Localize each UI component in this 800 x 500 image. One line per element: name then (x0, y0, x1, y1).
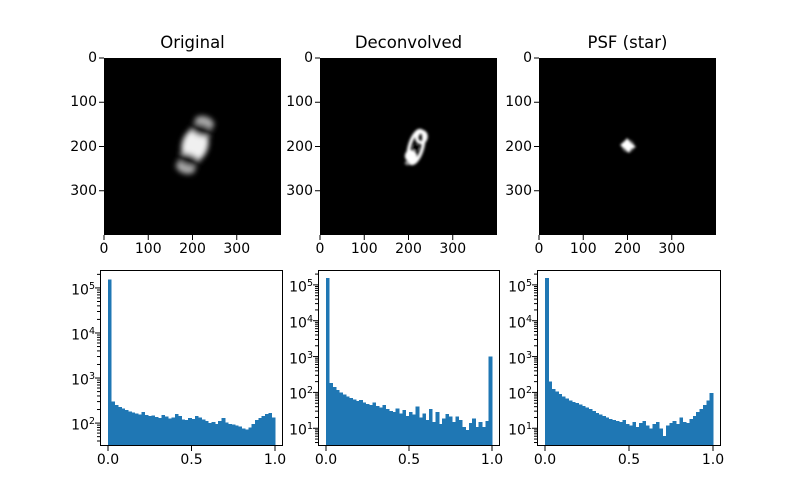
tick-label: 0 (304, 50, 313, 66)
tick-label: 0.0 (96, 452, 120, 468)
tick-label: 0.0 (314, 452, 338, 468)
tick-label: 0.5 (180, 452, 203, 468)
tick-label: 102 (508, 385, 532, 404)
tick-label: 104 (71, 325, 95, 344)
original-image-canvas (99, 57, 281, 240)
tick-label: 200 (614, 241, 641, 257)
panel-psf-image: PSF (star) 0 100 200 300 0 100 200 300 (505, 33, 716, 257)
panel-title-psf: PSF (star) (587, 33, 668, 52)
tick-label: 1.0 (480, 452, 504, 468)
histogram-bars (108, 279, 276, 446)
panel-title-deconvolved: Deconvolved (354, 33, 463, 52)
axes-frame (537, 270, 721, 446)
tick-label: 1.0 (701, 452, 725, 468)
axes-frame (539, 58, 716, 235)
panel-histogram-deconvolved: 101 102 103 104 105 0.0 0.5 1.0 (289, 270, 503, 468)
panel-original-image: Original 0 100 200 300 0 100 200 300 (70, 33, 281, 257)
tick-label: 0.5 (617, 452, 641, 468)
tick-label: 200 (395, 241, 422, 257)
axes-frame (320, 58, 497, 235)
tick-label: 100 (505, 94, 532, 111)
tick-label: 104 (289, 313, 313, 332)
tick-label: 101 (289, 421, 313, 439)
histogram-bars (326, 278, 493, 446)
tick-label: 200 (505, 138, 532, 155)
tick-label: 103 (289, 349, 313, 368)
tick-label: 105 (71, 280, 95, 299)
tick-label: 103 (71, 371, 95, 389)
tick-label: 300 (505, 182, 532, 199)
tick-marks (95, 273, 276, 451)
tick-label: 0.5 (397, 452, 421, 468)
tick-label: 1.0 (263, 452, 287, 468)
psf-image-canvas (534, 57, 716, 240)
tick-label: 103 (508, 349, 532, 368)
axes-frame (104, 58, 281, 235)
panel-deconvolved-image: Deconvolved 0 100 200 300 0 100 200 300 (286, 33, 497, 257)
psf-spot (620, 138, 636, 153)
tick-label: 300 (223, 241, 251, 257)
tick-label: 105 (289, 277, 313, 296)
tick-label: 102 (71, 416, 95, 434)
tick-label: 100 (134, 241, 162, 257)
panel-title-original: Original (160, 33, 225, 52)
deconvolved-structure (404, 128, 428, 166)
tick-label: 0 (523, 50, 532, 66)
tick-marks (99, 57, 238, 240)
tick-marks (532, 273, 714, 451)
tick-label: 104 (508, 313, 532, 332)
tick-label: 0 (88, 50, 97, 66)
tick-label: 300 (439, 241, 467, 257)
axes-frame (318, 270, 500, 446)
tick-label: 0 (315, 241, 325, 257)
tick-label: 102 (289, 385, 313, 404)
tick-label: 300 (286, 182, 313, 199)
panel-histogram-original: 102 103 104 105 0.0 0.5 1.0 (71, 270, 286, 468)
tick-label: 300 (70, 182, 97, 199)
tick-marks (534, 57, 673, 240)
deconvolved-image-canvas (315, 57, 497, 240)
tick-label: 100 (569, 241, 597, 257)
histogram-canvas (532, 270, 721, 451)
tick-label: 300 (658, 241, 686, 257)
panel-histogram-psf: 101 102 103 104 105 0.0 0.5 1.0 (508, 270, 724, 468)
tick-label: 101 (508, 421, 532, 439)
histogram-bars (545, 278, 714, 446)
histogram-canvas (313, 270, 500, 451)
tick-label: 0.0 (533, 452, 557, 468)
tick-label: 105 (508, 277, 532, 296)
tick-marks (313, 273, 493, 451)
tick-label: 200 (70, 138, 97, 155)
saturn-blob (175, 115, 215, 175)
tick-label: 100 (70, 94, 97, 111)
tick-label: 100 (350, 241, 378, 257)
tick-marks (315, 57, 454, 240)
tick-label: 200 (286, 138, 313, 155)
tick-label: 0 (99, 241, 109, 257)
tick-label: 100 (286, 94, 313, 111)
tick-label: 200 (179, 241, 206, 257)
axes-frame (100, 270, 283, 446)
histogram-canvas (95, 270, 283, 451)
tick-label: 0 (534, 241, 544, 257)
